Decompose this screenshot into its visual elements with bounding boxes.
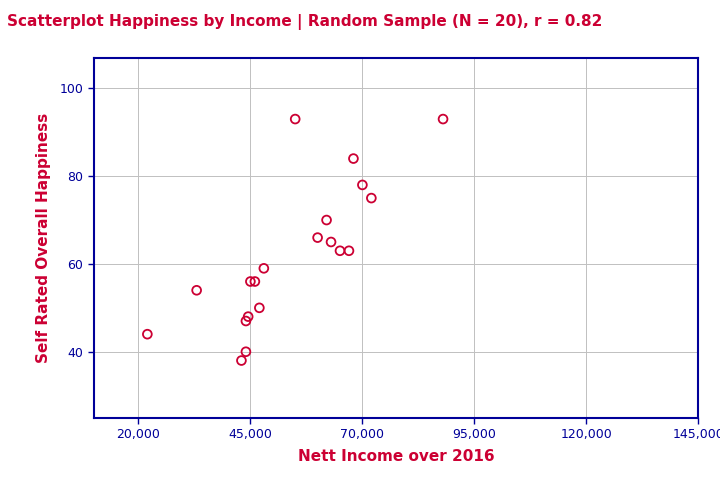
Point <box>258 264 269 272</box>
Point <box>343 247 355 254</box>
Point <box>325 238 337 246</box>
Point <box>348 155 359 162</box>
Point <box>243 313 254 321</box>
Point <box>334 247 346 254</box>
Point <box>249 277 261 285</box>
Point <box>240 317 252 325</box>
Text: Scatterplot Happiness by Income | Random Sample (N = 20), r = 0.82: Scatterplot Happiness by Income | Random… <box>7 14 603 30</box>
Point <box>366 194 377 202</box>
Point <box>356 181 368 189</box>
Point <box>240 348 252 356</box>
Point <box>312 234 323 241</box>
Point <box>235 357 247 364</box>
Point <box>437 115 449 123</box>
X-axis label: Nett Income over 2016: Nett Income over 2016 <box>297 449 495 464</box>
Point <box>253 304 265 312</box>
Point <box>289 115 301 123</box>
Point <box>142 330 153 338</box>
Point <box>245 277 256 285</box>
Point <box>321 216 333 224</box>
Point <box>191 287 202 294</box>
Y-axis label: Self Rated Overall Happiness: Self Rated Overall Happiness <box>36 112 51 363</box>
